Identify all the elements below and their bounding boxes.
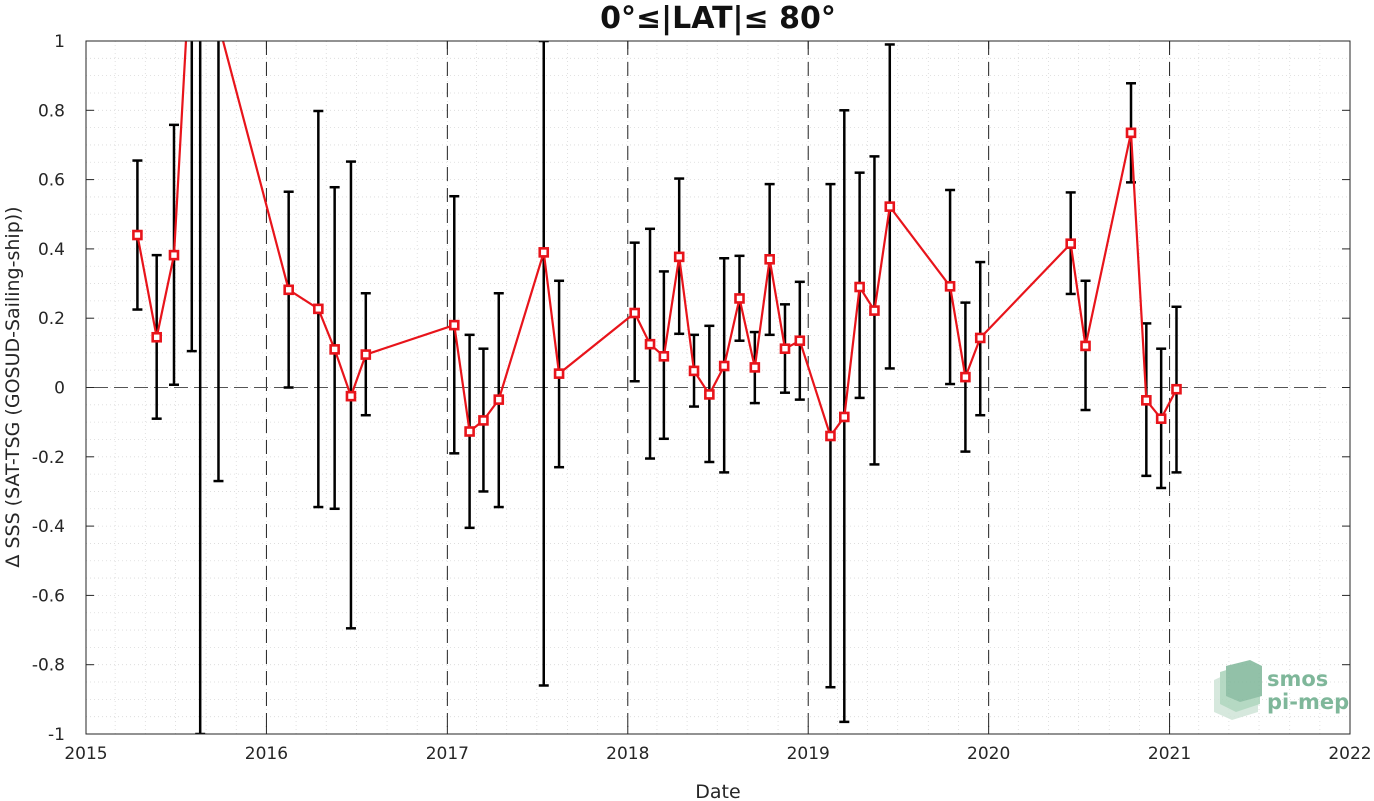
data-point: [884, 201, 896, 212]
data-point: [151, 331, 162, 343]
x-tick-label: 2020: [967, 744, 1010, 764]
data-point: [553, 368, 565, 379]
logo-emblem-icon: [1214, 660, 1262, 720]
y-axis-label: Δ SSS (SAT-TSG (GOSUD-Sailing-ship)): [2, 206, 24, 567]
x-tick-label: 2022: [1328, 744, 1371, 764]
data-point: [1065, 238, 1077, 250]
x-tick-label: 2017: [426, 744, 469, 764]
data-point: [629, 307, 641, 319]
logo-line-2: pi-mep: [1267, 690, 1349, 714]
data-point: [448, 319, 460, 331]
data-point: [1171, 383, 1182, 395]
y-tick-label: -0.8: [32, 656, 65, 676]
x-axis-ticks: 2015 2016 2017 2018 2019 2020 2021 2022: [64, 41, 1372, 764]
y-tick-label: 0.4: [38, 240, 65, 260]
y-tick-label: 0.2: [38, 309, 65, 329]
data-point: [538, 247, 550, 258]
y-tick-label: -0.4: [32, 517, 65, 537]
data-point: [960, 371, 971, 383]
y-tick-label: 0: [54, 379, 65, 399]
data-point: [313, 303, 324, 315]
data-point: [1080, 340, 1091, 352]
y-tick-label: 0.8: [38, 101, 65, 121]
data-point: [464, 426, 475, 437]
series-markers: [132, 20, 1182, 442]
data-point: [345, 390, 357, 402]
grid: [86, 41, 1350, 734]
y-tick-label: 0.6: [38, 171, 65, 191]
data-point: [283, 284, 294, 296]
data-point: [794, 335, 806, 347]
x-axis-label: Date: [695, 781, 740, 801]
data-point: [869, 305, 880, 316]
data-point: [329, 344, 340, 355]
y-tick-label: 1: [54, 32, 65, 52]
data-point: [825, 430, 836, 442]
x-tick-label: 2019: [787, 744, 830, 764]
x-tick-label: 2021: [1148, 744, 1191, 764]
data-point: [704, 389, 715, 400]
data-point: [749, 362, 761, 373]
data-point: [839, 411, 850, 423]
data-point: [168, 249, 180, 261]
data-point: [1125, 127, 1137, 139]
y-tick-label: -0.2: [32, 448, 65, 468]
data-point: [658, 351, 670, 362]
chart-title: 0°≤|LAT|≤ 80°: [600, 1, 836, 36]
data-point: [944, 281, 956, 292]
data-point: [779, 343, 791, 354]
data-point: [1155, 413, 1167, 424]
y-tick-label: -1: [48, 725, 65, 745]
x-tick-label: 2015: [64, 744, 107, 764]
data-point: [764, 253, 775, 265]
data-point: [214, 20, 222, 28]
data-point: [688, 365, 700, 377]
data-point: [718, 360, 730, 372]
smos-pi-mep-logo: smos pi-mep: [1214, 660, 1349, 720]
data-point: [644, 338, 656, 350]
data-point: [734, 293, 745, 304]
data-point: [1141, 395, 1152, 406]
data-point: [974, 332, 986, 344]
logo-line-1: smos: [1267, 667, 1328, 691]
data-point: [493, 394, 505, 405]
x-tick-label: 2016: [245, 744, 288, 764]
data-point: [673, 251, 685, 263]
y-tick-label: -0.6: [32, 586, 65, 606]
data-point: [478, 415, 489, 426]
y-axis-ticks: -1 -0.8 -0.6 -0.4 -0.2 0 0.2 0.4 0.6 0.8 1: [32, 32, 1350, 745]
data-point: [360, 349, 372, 360]
x-tick-label: 2018: [606, 744, 649, 764]
data-point: [132, 229, 143, 241]
data-point: [854, 281, 865, 293]
